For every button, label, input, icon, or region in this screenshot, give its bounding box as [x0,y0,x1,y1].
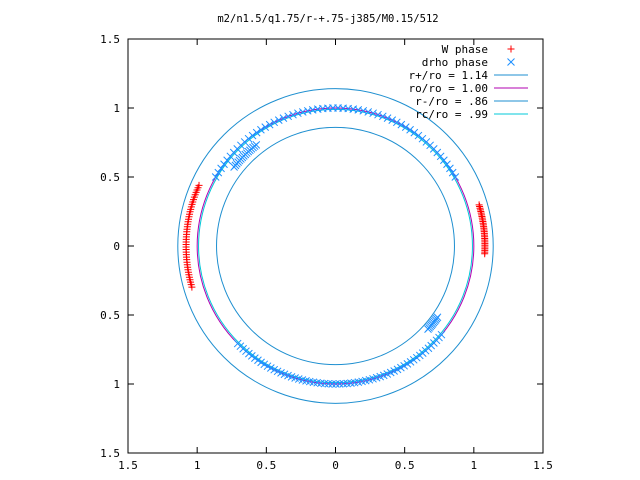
data-point [383,114,392,122]
data-point [369,109,377,118]
data-point [451,173,460,181]
data-point [446,164,454,173]
data-point [252,128,261,137]
data-point [289,110,297,119]
data-point [265,120,274,129]
data-point [248,131,257,140]
data-point [443,160,451,169]
reference-circle [198,108,473,384]
x-tick-label: 0 [332,459,339,472]
reference-circle [177,88,494,404]
data-point [188,283,196,291]
legend-label: drho phase [422,56,488,69]
y-tick-label: 1 [113,102,120,115]
x-tick-label: 0.5 [395,459,415,472]
data-point [274,116,283,124]
data-point [401,123,410,131]
data-point [335,380,344,388]
data-point [257,125,265,134]
data-point [437,330,446,339]
y-tick-label: 0 [113,240,120,253]
legend-label: ro/ro = 1.00 [409,82,488,95]
data-point [374,110,382,119]
reference-circle [216,126,455,366]
data-point [328,380,336,388]
chart-title: m2/n1.5/q1.75/r-+.75-j385/M0.15/512 [217,13,438,25]
data-point [294,109,302,118]
legend-label: r-/ro = .86 [415,95,488,108]
data-point [378,112,387,121]
legend-marker [507,45,515,53]
legend-label: rc/ro = .99 [415,108,488,121]
data-point [410,128,419,137]
data-point [448,168,457,177]
legend-label: W phase [442,43,488,56]
x-tick-label: 0.5 [256,459,276,472]
legend-marker [507,58,515,66]
data-point [433,313,442,322]
series-w-phase [182,181,489,291]
y-tick-label: 0.5 [100,309,120,322]
x-tick-label: 1.5 [533,459,553,472]
data-point [220,160,228,169]
data-point [303,106,312,115]
y-tick-label: 1 [113,378,120,391]
x-tick-label: 1 [471,459,478,472]
data-point [397,120,406,129]
y-tick-label: 0.5 [100,171,120,184]
data-point [270,118,279,127]
data-point [406,125,414,134]
data-point [230,163,238,171]
data-point [364,108,373,116]
data-point [261,123,270,131]
data-point [223,156,231,165]
y-tick-label: 1.5 [100,33,120,46]
data-point [392,118,401,127]
data-point [414,131,423,140]
data-layer [177,88,494,404]
series-drho-phase [211,104,460,388]
data-point [475,201,483,209]
data-point [418,134,427,143]
x-tick-label: 1 [194,459,201,472]
data-point [284,112,293,121]
data-point [388,116,397,124]
legend-label: r+/ro = 1.14 [409,69,489,82]
data-point [298,108,307,116]
data-point [214,168,223,177]
data-point [217,164,225,173]
data-point [324,379,333,388]
x-tick-label: 1.5 [118,459,138,472]
data-point [211,173,220,181]
data-point [332,380,340,388]
y-tick-label: 1.5 [100,447,120,460]
data-point [279,114,288,122]
axis-layer: 1.5 1 0.5 0 0.5 1 1.51.510.500.511.5 [100,33,553,472]
